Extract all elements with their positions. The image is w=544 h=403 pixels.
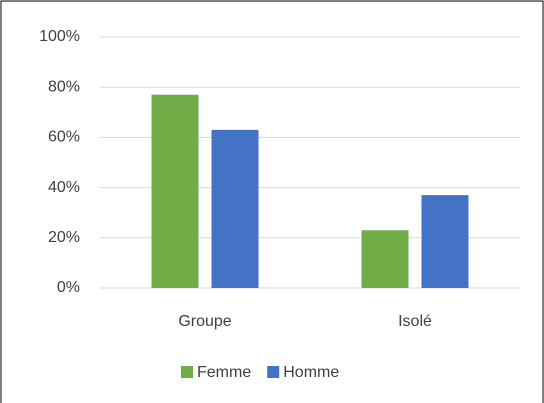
x-tick-label: Isolé (398, 313, 432, 330)
y-tick-label: 60% (48, 129, 80, 146)
bar (151, 94, 199, 288)
y-tick-label: 100% (39, 28, 80, 45)
legend-swatch (181, 366, 193, 378)
bar (361, 230, 409, 288)
bar (421, 195, 469, 288)
y-tick-label: 80% (48, 78, 80, 95)
bar (211, 129, 259, 288)
y-tick-label: 0% (57, 279, 80, 296)
legend-label: Homme (283, 364, 339, 381)
x-tick-label: Groupe (178, 313, 231, 330)
legend-swatch (267, 366, 280, 378)
y-tick-label: 40% (48, 179, 80, 196)
y-tick-label: 20% (48, 229, 80, 246)
legend-label: Femme (197, 364, 251, 381)
